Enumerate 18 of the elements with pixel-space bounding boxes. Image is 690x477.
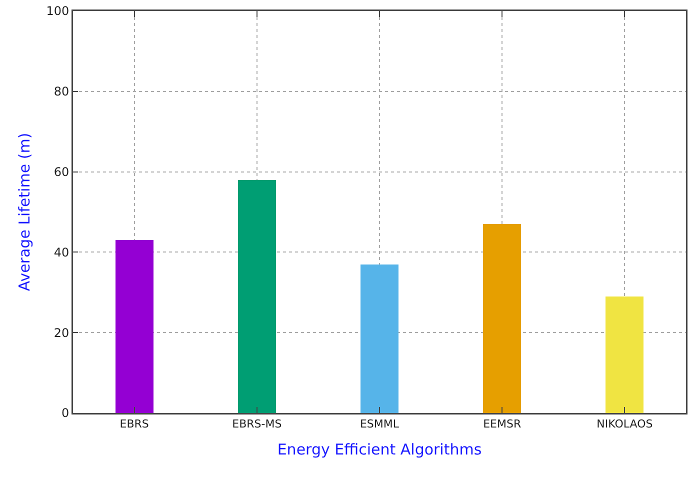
x-tick-label: NIKOLAOS bbox=[596, 418, 653, 431]
bar bbox=[360, 264, 398, 413]
y-tick-label: 20 bbox=[54, 326, 70, 340]
y-tick-label: 60 bbox=[54, 165, 70, 179]
x-tick-label: ESMML bbox=[360, 418, 400, 431]
y-tick-label: 100 bbox=[46, 4, 70, 18]
x-tick-label: EBRS bbox=[120, 418, 149, 431]
y-tick-label: 40 bbox=[54, 245, 70, 260]
y-axis-title: Average Lifetime (m) bbox=[16, 132, 34, 292]
bar bbox=[483, 224, 522, 413]
x-tick-label: EBRS-MS bbox=[232, 418, 282, 431]
bar bbox=[238, 180, 276, 413]
y-tick-label: 80 bbox=[54, 84, 70, 99]
bar bbox=[606, 296, 644, 413]
x-axis-title: Energy Efficient Algorithms bbox=[277, 440, 482, 458]
y-tick-label: 0 bbox=[61, 406, 70, 420]
x-tick-label: EEMSR bbox=[483, 418, 522, 431]
bar bbox=[115, 240, 154, 413]
